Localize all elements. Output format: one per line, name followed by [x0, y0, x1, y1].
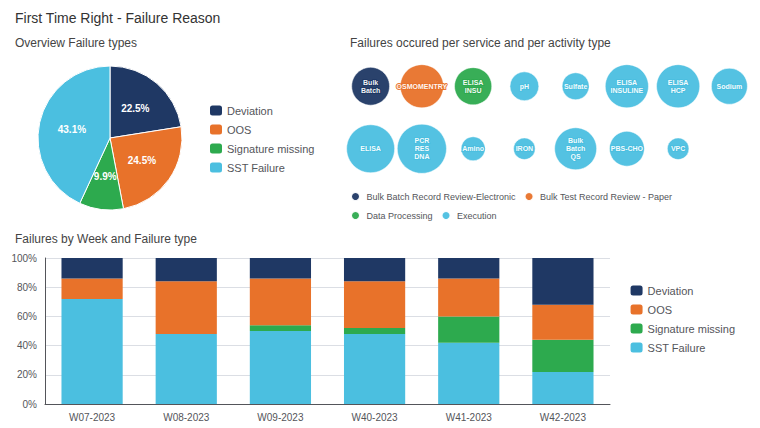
svg-text:PCR: PCR [414, 137, 429, 144]
svg-text:QS: QS [571, 153, 581, 161]
svg-text:Deviation: Deviation [227, 105, 273, 117]
svg-text:W08-2023: W08-2023 [163, 412, 210, 423]
svg-text:PBS-CHO: PBS-CHO [611, 145, 644, 152]
svg-text:Batch: Batch [361, 87, 380, 94]
svg-text:ELISA: ELISA [463, 79, 484, 86]
svg-text:INSU: INSU [465, 87, 482, 94]
svg-text:Bulk Batch Record Review-Elect: Bulk Batch Record Review-Electronic [367, 192, 517, 202]
svg-text:Batch: Batch [566, 145, 585, 152]
svg-text:24.5%: 24.5% [128, 155, 156, 166]
svg-text:Deviation: Deviation [648, 285, 694, 297]
svg-text:Bulk: Bulk [568, 137, 583, 144]
svg-text:Failures occured per service a: Failures occured per service and per act… [350, 36, 611, 50]
svg-text:W42-2023: W42-2023 [540, 412, 587, 423]
svg-text:HCP: HCP [671, 87, 686, 94]
svg-text:OSMOMENTRY: OSMOMENTRY [397, 83, 448, 90]
svg-text:Execution: Execution [457, 211, 497, 221]
svg-text:Failures by Week and Failure t: Failures by Week and Failure type [15, 232, 197, 246]
svg-text:Amino: Amino [462, 145, 484, 152]
svg-text:W40-2023: W40-2023 [352, 412, 399, 423]
svg-text:9.9%: 9.9% [94, 171, 117, 182]
svg-text:ELISA: ELISA [360, 145, 381, 152]
svg-text:pH: pH [520, 83, 529, 91]
svg-text:Overview Failure types: Overview Failure types [15, 36, 137, 50]
svg-text:INSULINE: INSULINE [611, 87, 644, 94]
svg-text:Data Processing: Data Processing [367, 211, 433, 221]
svg-text:Sulfate: Sulfate [564, 83, 587, 90]
svg-text:SST Failure: SST Failure [227, 162, 285, 174]
svg-text:Bulk: Bulk [363, 79, 378, 86]
svg-text:DNA: DNA [414, 153, 429, 160]
svg-text:20%: 20% [17, 369, 37, 380]
svg-text:43.1%: 43.1% [58, 124, 86, 135]
svg-text:OOS: OOS [648, 304, 672, 316]
svg-text:Bulk Test Record Review - Pape: Bulk Test Record Review - Paper [540, 192, 672, 202]
svg-text:RES: RES [415, 145, 430, 152]
svg-text:22.5%: 22.5% [121, 103, 149, 114]
svg-text:40%: 40% [17, 340, 37, 351]
svg-text:SST Failure: SST Failure [648, 342, 706, 354]
svg-text:ELISA: ELISA [617, 79, 638, 86]
svg-text:OOS: OOS [227, 124, 251, 136]
svg-text:0%: 0% [23, 399, 38, 410]
svg-text:60%: 60% [17, 311, 37, 322]
svg-text:100%: 100% [11, 253, 37, 264]
svg-text:W09-2023: W09-2023 [257, 412, 304, 423]
svg-text:First Time Right - Failure Rea: First Time Right - Failure Reason [15, 10, 220, 26]
svg-text:VPC: VPC [671, 145, 685, 152]
svg-text:IRON: IRON [516, 145, 534, 152]
svg-text:W41-2023: W41-2023 [446, 412, 493, 423]
svg-text:W07-2023: W07-2023 [69, 412, 116, 423]
svg-text:Sodium: Sodium [717, 83, 743, 90]
svg-text:ELISA: ELISA [668, 79, 689, 86]
svg-text:Signature missing: Signature missing [648, 323, 735, 335]
svg-text:Signature missing: Signature missing [227, 143, 314, 155]
svg-text:80%: 80% [17, 282, 37, 293]
